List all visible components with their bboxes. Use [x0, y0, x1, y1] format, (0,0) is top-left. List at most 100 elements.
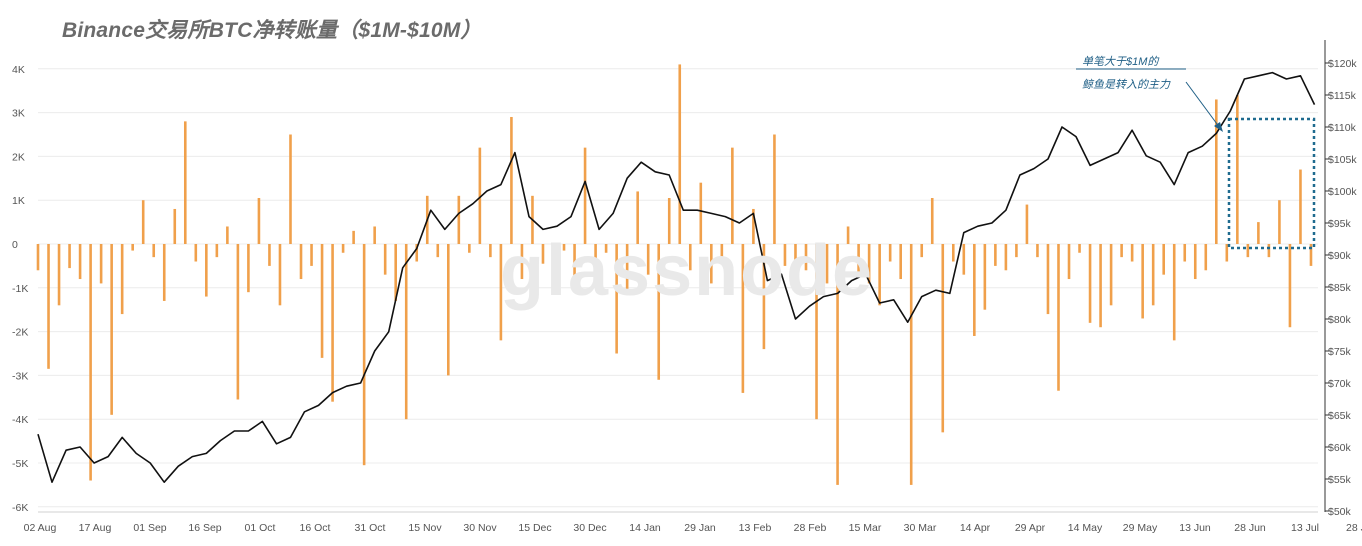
right-tick-label: $70k [1328, 378, 1352, 390]
bar [688, 244, 692, 271]
gridlines [38, 68, 1318, 508]
left-tick-label: -5K [12, 458, 28, 470]
x-tick-label: 14 May [1068, 522, 1103, 534]
right-axis: $120k $115k $110k $105k $100k $95k $90k $85k $80… [1324, 40, 1357, 518]
bar [878, 244, 881, 306]
right-tick-label: $120k [1328, 58, 1357, 70]
bar [1257, 222, 1260, 244]
highlight-box [1227, 117, 1316, 250]
net-transfer-bars [36, 64, 1313, 485]
bar [404, 244, 408, 420]
bar [162, 244, 166, 301]
bar [983, 244, 987, 310]
bar [89, 244, 92, 481]
bar [1099, 244, 1102, 328]
left-tick-label: -3K [12, 370, 28, 382]
bar [173, 208, 177, 244]
bar [594, 244, 597, 266]
bar [909, 244, 913, 485]
left-tick-label: 2K [12, 151, 25, 163]
x-tick-label: 01 Oct [245, 522, 276, 534]
bar [836, 244, 839, 485]
bar [215, 244, 219, 258]
bar [447, 244, 450, 376]
bar [657, 244, 661, 380]
x-tick-label: 13 Jun [1179, 522, 1211, 534]
bar [415, 244, 419, 262]
bar [1057, 244, 1060, 391]
bar [794, 244, 797, 262]
bar [1046, 244, 1050, 315]
right-tick-label: $105k [1328, 154, 1357, 166]
left-tick-label: 1K [12, 195, 25, 207]
bar [331, 244, 334, 402]
bar [699, 182, 703, 244]
x-tick-label: 28 Feb [794, 522, 827, 534]
bar [457, 195, 461, 244]
bar [815, 244, 818, 420]
bar [646, 244, 650, 275]
bar [930, 198, 934, 244]
arrow-shaft [1185, 81, 1221, 129]
left-axis: 4K 3K 2K 1K 0 -1K -2K -3K -4K -5K -6K [12, 64, 28, 514]
left-tick-label: 3K [12, 108, 25, 120]
bar [236, 244, 240, 400]
bar [468, 244, 471, 253]
bar [731, 147, 734, 244]
bar [720, 244, 724, 258]
bar [1172, 244, 1176, 341]
bar [951, 244, 955, 262]
x-tick-label: 02 Aug [24, 522, 57, 534]
bar [510, 116, 513, 244]
bar [1215, 99, 1218, 245]
watermark: glassnode [500, 231, 875, 311]
x-tick-label: 29 Jan [684, 522, 716, 534]
annotation-line-1: 单笔大于$1M的 [1082, 56, 1159, 68]
x-tick-label: 16 Oct [300, 522, 331, 534]
right-tick-label: $60k [1328, 442, 1352, 454]
arrow-head [1214, 122, 1223, 132]
x-tick-label: 30 Dec [573, 522, 606, 534]
left-tick-label: -6K [12, 502, 28, 514]
x-axis: 02 Aug 17 Aug 01 Sep 16 Sep 01 Oct 16 Oct 31 O… [24, 511, 1362, 534]
x-tick-label: 28 Jul [1346, 522, 1362, 534]
x-tick-label: 01 Sep [133, 522, 166, 534]
bar [583, 147, 587, 244]
bar [1246, 244, 1250, 258]
bar [1109, 244, 1113, 306]
bar [1193, 244, 1197, 280]
right-tick-label: $95k [1328, 218, 1352, 230]
bar [47, 244, 50, 369]
bar [310, 244, 313, 266]
bar [1120, 244, 1123, 258]
right-tick-label: $75k [1328, 346, 1352, 358]
bar [773, 134, 776, 244]
bar [678, 64, 682, 244]
x-tick-label: 15 Mar [849, 522, 882, 534]
chart-title: Binance交易所BTC净转账量（$1M-$10M） [62, 19, 482, 42]
bar [362, 244, 366, 466]
bar [888, 244, 892, 262]
bar [394, 244, 397, 301]
bar [1067, 244, 1071, 280]
bar [710, 244, 713, 284]
bar [741, 244, 745, 393]
bar [1015, 244, 1018, 258]
bar [36, 244, 40, 271]
right-tick-label: $100k [1328, 186, 1357, 198]
bar [57, 244, 61, 306]
bar [141, 200, 145, 244]
bar [1088, 244, 1092, 323]
bar [78, 244, 82, 280]
bar [1151, 244, 1155, 306]
bar [1309, 244, 1313, 266]
bar [110, 244, 113, 415]
bar [1183, 244, 1187, 262]
bar [825, 244, 829, 284]
bar [867, 244, 871, 284]
bar [373, 226, 376, 244]
bar [320, 244, 324, 358]
bar [499, 244, 503, 341]
bar [752, 208, 755, 244]
left-tick-label: 0 [12, 239, 18, 251]
